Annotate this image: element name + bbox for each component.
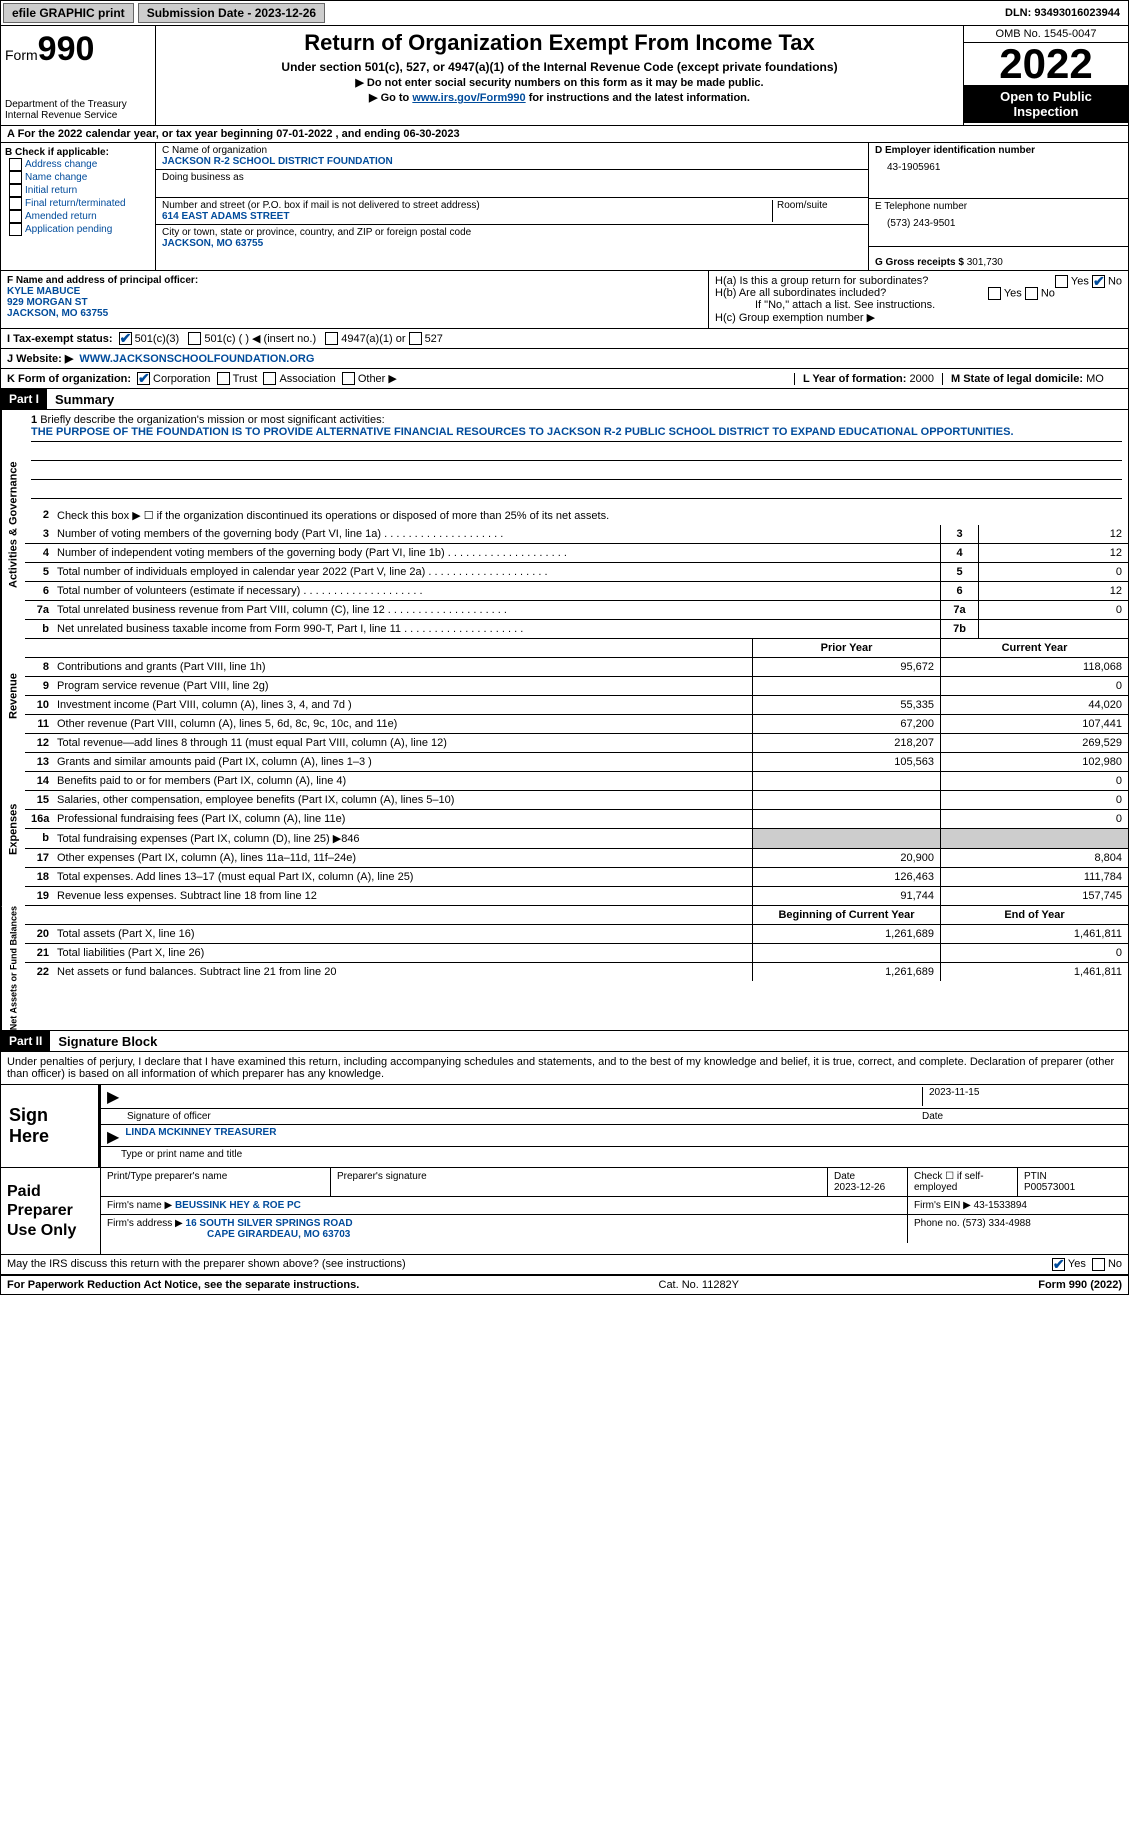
form-word: Form xyxy=(5,47,38,63)
dln-text: DLN: 93493016023944 xyxy=(1005,7,1128,19)
principal-label: F Name and address of principal officer: xyxy=(7,275,198,286)
form-note-2: ▶ Go to www.irs.gov/Form990 for instruct… xyxy=(160,91,959,104)
cb-address-change[interactable]: Address change xyxy=(9,158,151,171)
vlabel-netassets: Net Assets or Fund Balances xyxy=(1,906,25,1030)
cb-assoc[interactable] xyxy=(263,372,276,385)
line-7b: Net unrelated business taxable income fr… xyxy=(55,620,940,638)
submission-button[interactable]: Submission Date - 2023-12-26 xyxy=(138,3,325,23)
cb-527[interactable] xyxy=(409,332,422,345)
principal-addr1: 929 MORGAN ST xyxy=(7,297,702,308)
line-7a: Total unrelated business revenue from Pa… xyxy=(55,601,940,619)
sig-officer-label: Signature of officer xyxy=(107,1111,922,1122)
expenses-section: Expenses 13Grants and similar amounts pa… xyxy=(0,753,1129,906)
line-4: Number of independent voting members of … xyxy=(55,544,940,562)
website-row: J Website: ▶ WWW.JACKSONSCHOOLFOUNDATION… xyxy=(0,349,1129,369)
telephone-box: E Telephone number (573) 243-9501 xyxy=(869,199,1128,247)
form-number: 990 xyxy=(38,30,95,68)
ein-box: D Employer identification number 43-1905… xyxy=(869,143,1128,199)
cb-app-pending[interactable]: Application pending xyxy=(9,223,151,236)
sign-here-row: Sign Here ▶ 2023-11-15 Signature of offic… xyxy=(0,1085,1129,1168)
principal-addr2: JACKSON, MO 63755 xyxy=(7,308,702,319)
line-5: Total number of individuals employed in … xyxy=(55,563,940,581)
cb-trust[interactable] xyxy=(217,372,230,385)
form-subtitle: Under section 501(c), 527, or 4947(a)(1)… xyxy=(160,60,959,74)
arrow-icon: ▶ xyxy=(107,1127,119,1144)
hb-row: H(b) Are all subordinates included? Yes … xyxy=(715,287,1122,299)
col-b-header: B Check if applicable: xyxy=(5,147,151,158)
activities-section: Activities & Governance 1 Briefly descri… xyxy=(0,410,1129,639)
cb-4947[interactable] xyxy=(325,332,338,345)
preparer-section: Paid Preparer Use Only Print/Type prepar… xyxy=(0,1168,1129,1255)
ha-row: H(a) Is this a group return for subordin… xyxy=(715,275,1122,287)
form-title: Return of Organization Exempt From Incom… xyxy=(160,30,959,56)
top-bar: efile GRAPHIC print Submission Date - 20… xyxy=(0,0,1129,26)
cb-final-return[interactable]: Final return/terminated xyxy=(9,197,151,210)
row-a-period: A For the 2022 calendar year, or tax yea… xyxy=(0,126,1129,143)
hc-row: H(c) Group exemption number ▶ xyxy=(715,311,1122,324)
vlabel-activities: Activities & Governance xyxy=(1,410,25,639)
irs-link[interactable]: www.irs.gov/Form990 xyxy=(412,92,525,104)
efile-button[interactable]: efile GRAPHIC print xyxy=(3,3,134,23)
sig-date: 2023-11-15 xyxy=(922,1087,1122,1106)
discuss-row: May the IRS discuss this return with the… xyxy=(0,1255,1129,1275)
line-2: Check this box ▶ ☐ if the organization d… xyxy=(55,506,1128,525)
cb-other[interactable] xyxy=(342,372,355,385)
netassets-section: Net Assets or Fund Balances Beginning of… xyxy=(0,906,1129,1031)
dept-text: Department of the Treasury Internal Reve… xyxy=(5,99,151,121)
part1-bar: Part I Summary xyxy=(0,389,1129,410)
website-value: WWW.JACKSONSCHOOLFOUNDATION.ORG xyxy=(79,353,314,365)
cb-501c[interactable] xyxy=(188,332,201,345)
tax-year: 2022 xyxy=(964,43,1128,85)
line-3: Number of voting members of the governin… xyxy=(55,525,940,543)
open-public-badge: Open to Public Inspection xyxy=(964,85,1128,123)
cb-corp[interactable] xyxy=(137,372,150,385)
type-name-label: Type or print name and title xyxy=(101,1147,1128,1162)
cb-discuss-no[interactable] xyxy=(1092,1258,1105,1271)
preparer-label: Paid Preparer Use Only xyxy=(1,1168,101,1254)
vlabel-revenue: Revenue xyxy=(1,639,25,753)
org-name-box: C Name of organization JACKSON R-2 SCHOO… xyxy=(156,143,868,170)
hb-note: If "No," attach a list. See instructions… xyxy=(715,299,1122,311)
address-box: Number and street (or P.O. box if mail i… xyxy=(156,198,868,225)
k-row: K Form of organization: Corporation Trus… xyxy=(0,369,1129,389)
line-6: Total number of volunteers (estimate if … xyxy=(55,582,940,600)
gross-receipts: G Gross receipts $ 301,730 xyxy=(869,247,1128,270)
page-footer: For Paperwork Reduction Act Notice, see … xyxy=(0,1275,1129,1295)
revenue-section: Revenue Prior YearCurrent Year 8Contribu… xyxy=(0,639,1129,753)
cb-initial-return[interactable]: Initial return xyxy=(9,184,151,197)
section-bcd: B Check if applicable: Address change Na… xyxy=(0,143,1129,271)
principal-name: KYLE MABUCE xyxy=(7,286,702,297)
col-b-checkboxes: B Check if applicable: Address change Na… xyxy=(1,143,156,270)
cb-amended[interactable]: Amended return xyxy=(9,210,151,223)
room-suite: Room/suite xyxy=(772,200,862,222)
principal-row: F Name and address of principal officer:… xyxy=(0,271,1129,329)
cb-501c3[interactable] xyxy=(119,332,132,345)
cb-discuss-yes[interactable] xyxy=(1052,1258,1065,1271)
part2-bar: Part II Signature Block xyxy=(0,1031,1129,1052)
vlabel-expenses: Expenses xyxy=(1,753,25,906)
form-header: Form990 Department of the Treasury Inter… xyxy=(0,26,1129,126)
mission-block: 1 Briefly describe the organization's mi… xyxy=(25,410,1128,506)
city-box: City or town, state or province, country… xyxy=(156,225,868,251)
sign-here-label: Sign Here xyxy=(1,1085,101,1167)
form-note-1: ▶ Do not enter social security numbers o… xyxy=(160,76,959,89)
dba-box: Doing business as xyxy=(156,170,868,198)
officer-name: LINDA MCKINNEY TREASURER xyxy=(125,1127,276,1144)
cb-name-change[interactable]: Name change xyxy=(9,171,151,184)
arrow-icon: ▶ xyxy=(107,1087,119,1106)
signature-declaration: Under penalties of perjury, I declare th… xyxy=(0,1052,1129,1085)
tax-status-row: I Tax-exempt status: 501(c)(3) 501(c) ( … xyxy=(0,329,1129,349)
